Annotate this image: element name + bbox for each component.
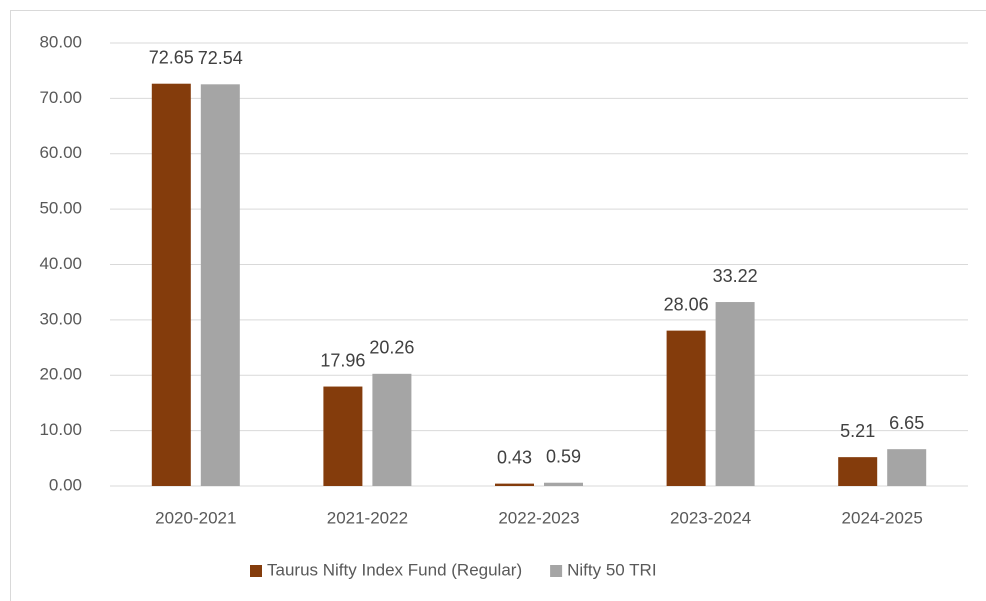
data-label: 0.43 — [497, 447, 532, 467]
y-tick-label: 10.00 — [39, 420, 82, 439]
legend-swatch — [550, 565, 563, 577]
x-tick-label: 2024-2025 — [842, 508, 923, 527]
y-tick-label: 20.00 — [39, 365, 82, 384]
data-label: 20.26 — [369, 338, 414, 358]
bar — [323, 386, 363, 486]
data-label: 72.54 — [198, 48, 243, 68]
data-label: 5.21 — [840, 421, 875, 441]
data-label: 33.22 — [713, 266, 758, 286]
x-tick-label: 2023-2024 — [670, 508, 751, 527]
y-tick-label: 50.00 — [39, 199, 82, 218]
bar — [151, 83, 191, 486]
bar — [838, 457, 878, 486]
data-label: 28.06 — [664, 294, 709, 314]
y-tick-label: 0.00 — [49, 475, 82, 494]
legend-label: Taurus Nifty Index Fund (Regular) — [267, 560, 522, 579]
bar — [495, 483, 534, 486]
data-label: 17.96 — [320, 350, 365, 370]
x-tick-label: 2021-2022 — [327, 508, 408, 527]
y-tick-label: 40.00 — [39, 254, 82, 273]
data-label: 0.59 — [546, 446, 581, 466]
bar — [887, 449, 927, 486]
y-tick-label: 80.00 — [39, 32, 82, 51]
y-tick-label: 30.00 — [39, 309, 82, 328]
y-tick-label: 60.00 — [39, 143, 82, 162]
y-tick-label: 70.00 — [39, 88, 82, 107]
legend-label: Nifty 50 TRI — [567, 560, 656, 579]
bar — [666, 330, 706, 486]
bar — [372, 373, 412, 486]
x-tick-label: 2022-2023 — [498, 508, 579, 527]
data-label: 72.65 — [149, 47, 194, 67]
x-tick-label: 2020-2021 — [155, 508, 236, 527]
bar — [200, 84, 240, 486]
bar — [544, 482, 583, 486]
bar — [715, 302, 755, 486]
legend-swatch — [250, 565, 262, 577]
data-label: 6.65 — [889, 413, 924, 433]
